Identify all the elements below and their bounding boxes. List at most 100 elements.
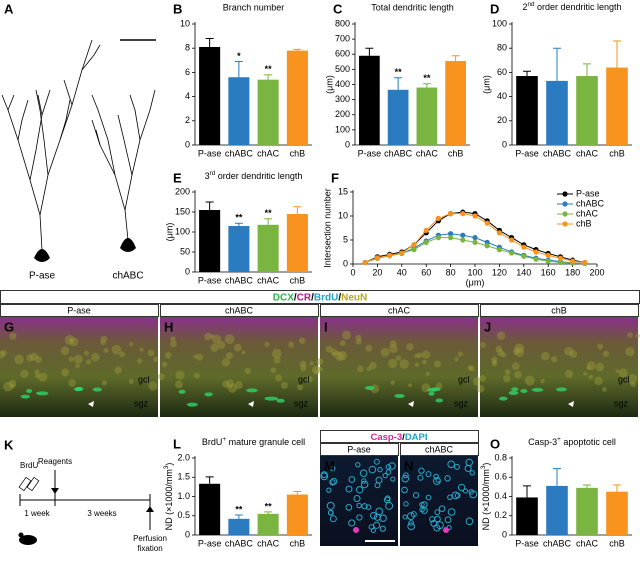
- x-tick-label: chAC: [576, 148, 599, 158]
- error-bar: [523, 70, 531, 77]
- x-tick-label: 100: [467, 267, 482, 277]
- chart-title: Branch number: [223, 2, 285, 12]
- y-tick-label: 0: [185, 529, 190, 539]
- x-tick-label: 80: [446, 267, 456, 277]
- y-tick-label: 6: [185, 67, 190, 77]
- nucleus: [355, 486, 364, 494]
- error-bar: [365, 47, 374, 56]
- x-tick-label: 160: [541, 267, 556, 277]
- bar: [606, 67, 628, 145]
- text-part: nd: [527, 1, 535, 8]
- dcx-cell: [364, 386, 375, 391]
- interval-label: 1 week: [24, 509, 50, 518]
- cell-blob: [492, 360, 497, 365]
- panel-letter: K: [4, 437, 14, 452]
- dcx-cell: [276, 398, 285, 403]
- bar: [516, 497, 538, 535]
- cell-blob: [497, 349, 505, 357]
- y-tick-label: 200: [335, 109, 350, 119]
- y-tick-label: 0: [502, 139, 507, 149]
- cell-blob: [221, 358, 230, 367]
- cell-blob: [514, 347, 525, 357]
- cell-blob: [335, 351, 345, 361]
- cell-blob: [414, 353, 419, 359]
- y-tick-label: 200: [175, 186, 190, 196]
- y-axis-title: (μm): [324, 75, 334, 94]
- point: [411, 247, 417, 253]
- dcx-cell: [92, 387, 102, 392]
- cell-blob: [299, 360, 307, 368]
- nucleus: [320, 472, 329, 481]
- cell-blob: [514, 343, 525, 354]
- text-part: ): [164, 463, 174, 466]
- legend-marker: [562, 201, 568, 207]
- cell-blob: [217, 341, 226, 350]
- legend-label: chABC: [576, 198, 605, 208]
- nucleus: [465, 517, 474, 526]
- nucleus: [462, 488, 469, 494]
- panel-letter: D: [490, 1, 499, 16]
- point: [399, 250, 405, 256]
- cell-blob: [175, 370, 185, 380]
- error-bar: [553, 47, 561, 81]
- error-bar: [394, 77, 403, 90]
- cell-blob: [595, 362, 605, 372]
- y-tick-label: 0: [345, 139, 350, 149]
- error-bar: [613, 484, 621, 492]
- cell-blob: [355, 334, 362, 341]
- cell-blob: [500, 352, 507, 358]
- cell-blob: [618, 368, 628, 378]
- nucleus: [345, 485, 353, 493]
- bar: [286, 494, 308, 535]
- nucleus: [434, 515, 441, 523]
- cell-blob: [318, 366, 323, 372]
- nucleus: [410, 511, 417, 518]
- x-tick-label: chB: [609, 538, 625, 548]
- x-tick-label: P-ase: [198, 275, 222, 285]
- text-part: NeuN: [341, 292, 367, 303]
- header-box: [160, 304, 319, 317]
- end-label: fixation: [137, 544, 162, 553]
- cell-blob: [111, 344, 122, 355]
- y-tick-label: 150: [175, 206, 190, 216]
- cell-blob: [389, 344, 398, 354]
- arrowhead: [568, 401, 574, 407]
- nucleus: [361, 503, 368, 510]
- nucleus: [356, 502, 362, 509]
- cell-blob: [147, 349, 155, 357]
- x-tick-label: 60: [421, 267, 431, 277]
- point: [460, 237, 466, 243]
- y-tick-label: 300: [335, 94, 350, 104]
- cell-blob: [103, 347, 109, 353]
- nucleus: [374, 482, 381, 489]
- text-part: BrdU: [314, 292, 338, 303]
- error-bar: [264, 218, 273, 225]
- header-box: [400, 443, 479, 456]
- micrograph: [400, 456, 478, 546]
- cell-blob: [495, 345, 503, 353]
- y-tick-label: 50: [180, 246, 190, 256]
- cell-blob: [271, 348, 282, 359]
- x-tick-label: P-ase: [198, 538, 222, 548]
- point: [435, 215, 441, 221]
- nucleus: [469, 490, 478, 499]
- cell-blob: [503, 375, 511, 383]
- apoptosis-title: Casp-3/DAPI: [370, 432, 427, 443]
- nucleus: [359, 469, 368, 477]
- panel-letter: A: [4, 1, 14, 16]
- x-tick-label: chB: [290, 538, 306, 548]
- x-tick-label: 0: [350, 267, 355, 277]
- text-part: /: [294, 292, 297, 303]
- x-tick-label: chAC: [257, 538, 280, 548]
- error-bar: [264, 511, 273, 514]
- header-box: [320, 443, 399, 456]
- y-tick-label: 0: [185, 266, 190, 276]
- error-bar: [264, 74, 273, 80]
- bar: [516, 76, 538, 145]
- chart-title: Casp-3+ apoptotic cell: [528, 436, 616, 447]
- dcx-cell: [428, 391, 435, 396]
- cell-blob: [244, 367, 251, 375]
- y-tick-label: 100: [335, 124, 350, 134]
- bar: [199, 210, 221, 272]
- panel-letter: J: [484, 319, 491, 334]
